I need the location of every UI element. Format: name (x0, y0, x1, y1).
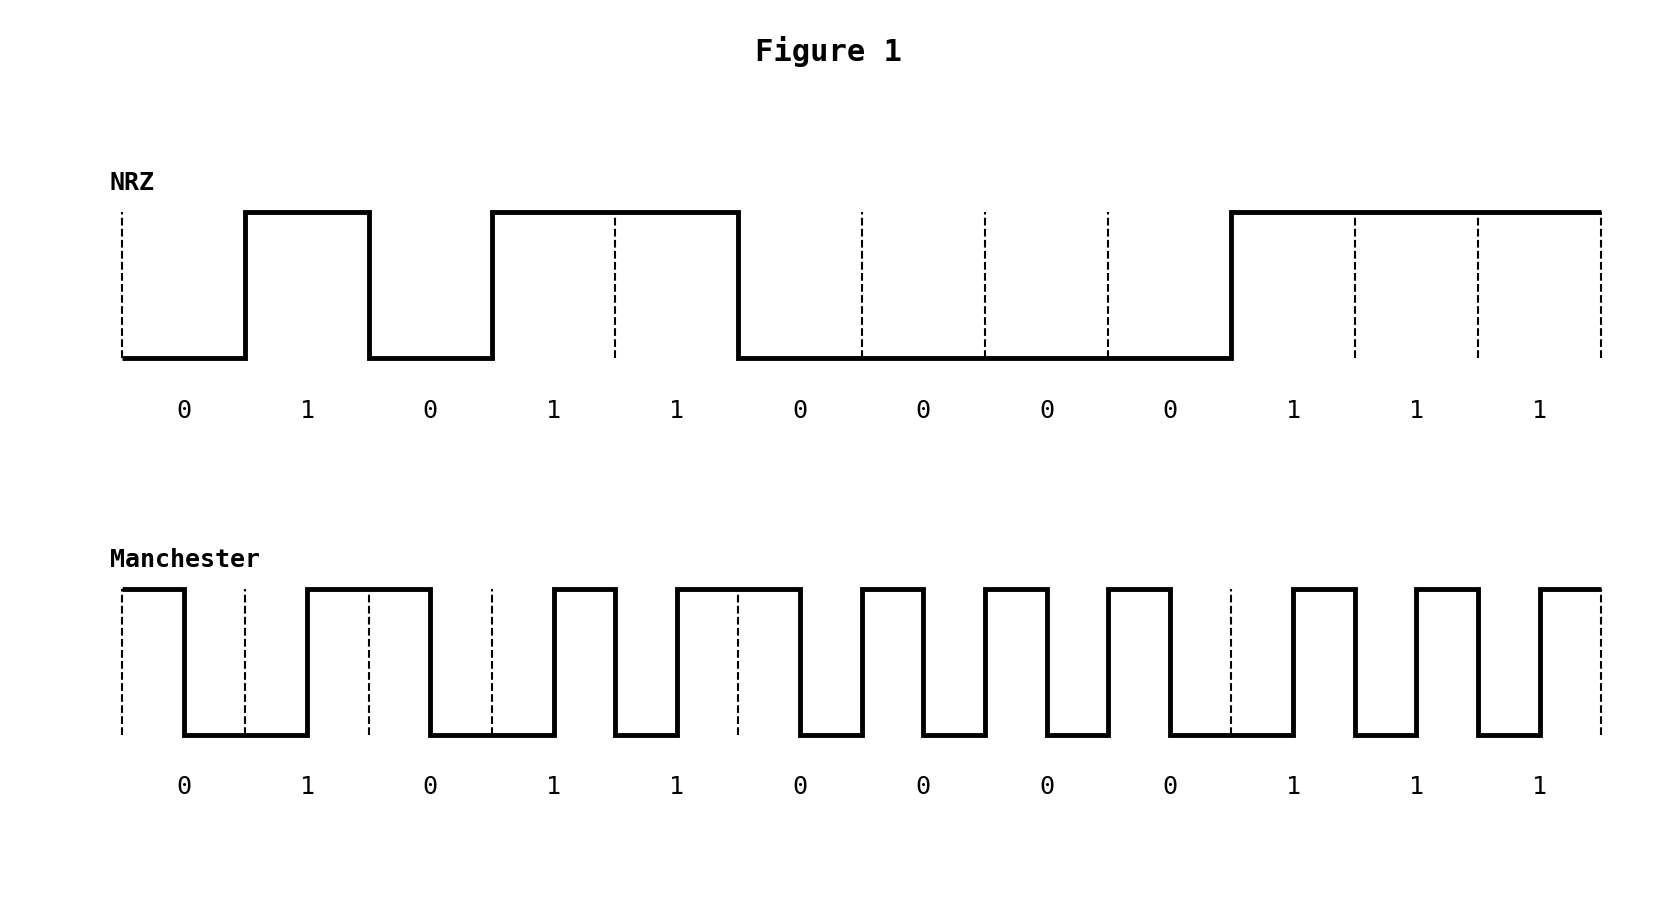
Text: 1: 1 (1533, 775, 1548, 799)
Text: 1: 1 (300, 398, 315, 422)
Text: 0: 0 (1162, 398, 1176, 422)
Text: 1: 1 (1286, 398, 1301, 422)
Text: 0: 0 (176, 398, 191, 422)
Text: 0: 0 (792, 775, 807, 799)
Text: 0: 0 (1039, 775, 1054, 799)
Text: 1: 1 (547, 775, 562, 799)
Text: 1: 1 (1533, 398, 1548, 422)
Text: 0: 0 (916, 775, 931, 799)
Text: Manchester: Manchester (109, 548, 260, 571)
Text: 0: 0 (423, 775, 437, 799)
Text: 1: 1 (1408, 775, 1423, 799)
Text: 0: 0 (423, 398, 437, 422)
Text: 0: 0 (176, 775, 191, 799)
Text: 1: 1 (1408, 398, 1423, 422)
Text: NRZ: NRZ (109, 171, 154, 195)
Text: 0: 0 (792, 398, 807, 422)
Text: 0: 0 (916, 398, 931, 422)
Text: 1: 1 (669, 775, 684, 799)
Text: 0: 0 (1039, 398, 1054, 422)
Text: 1: 1 (1286, 775, 1301, 799)
Text: 1: 1 (547, 398, 562, 422)
Text: 1: 1 (669, 398, 684, 422)
Text: 0: 0 (1162, 775, 1176, 799)
Text: Figure 1: Figure 1 (756, 36, 901, 67)
Text: 1: 1 (300, 775, 315, 799)
